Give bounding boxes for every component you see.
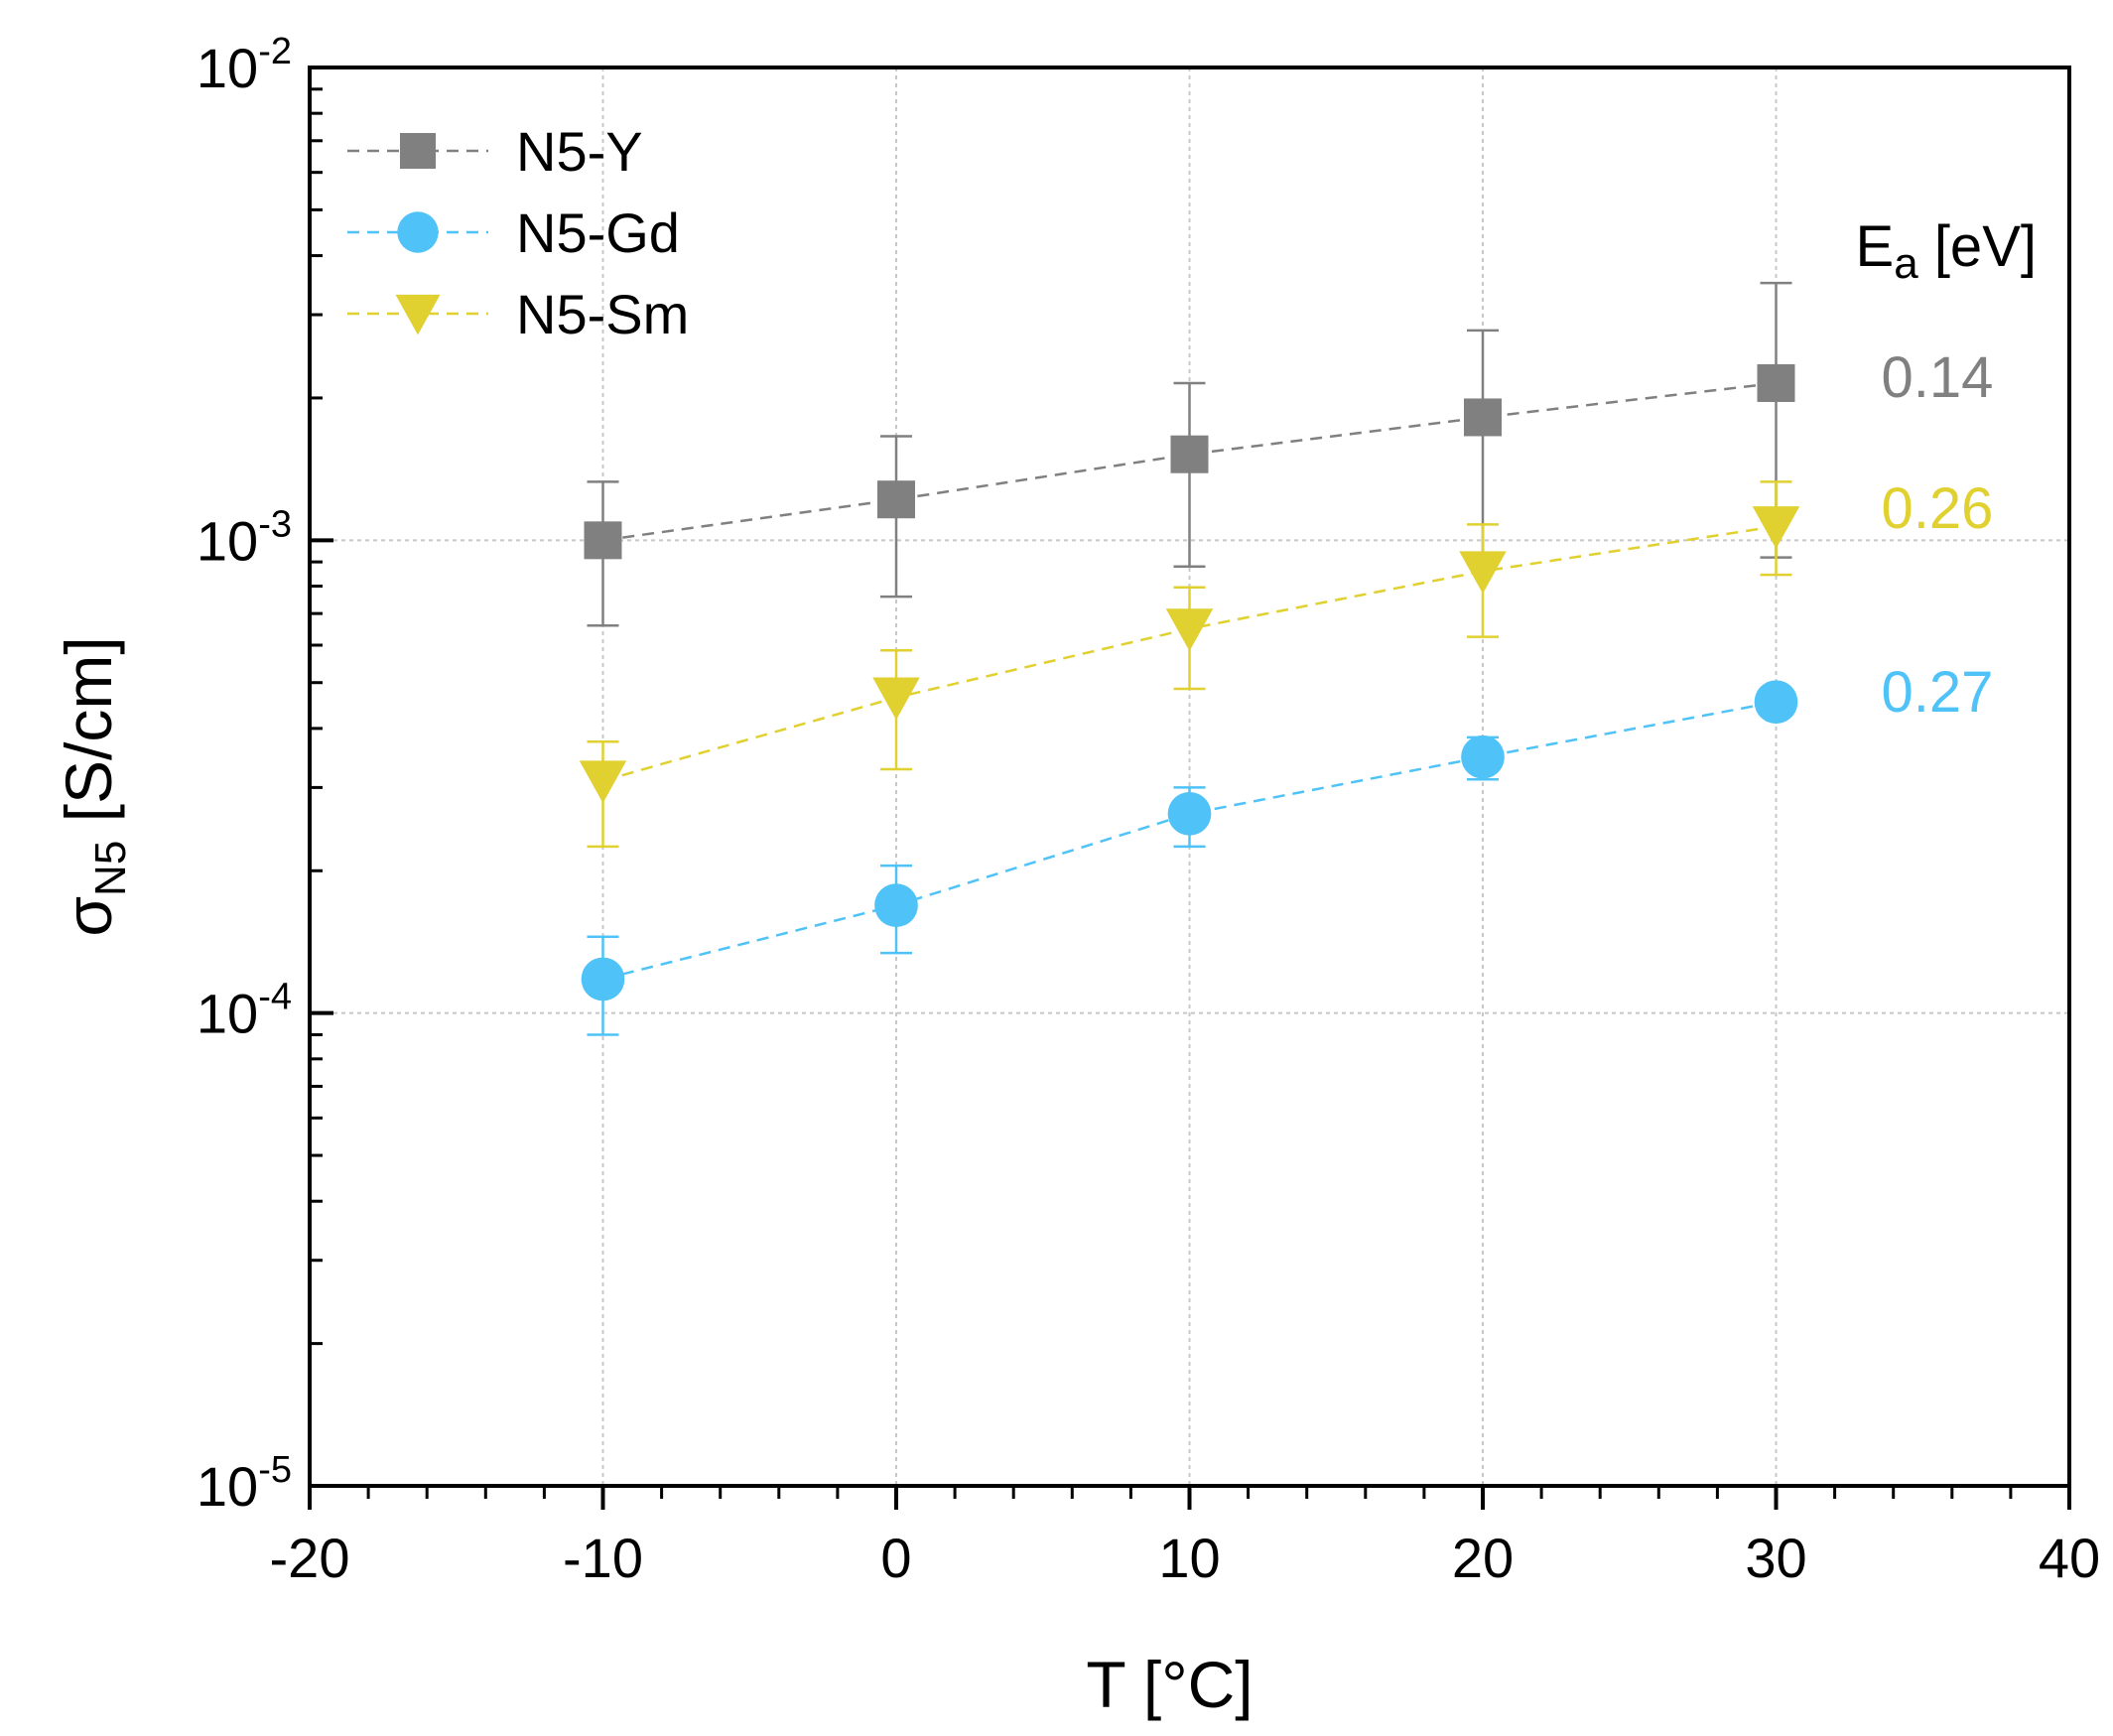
series-n5-gd: [581, 680, 1798, 1036]
y-axis-title-subscript: N5: [86, 841, 135, 896]
y-tick-label-base: 10: [197, 983, 258, 1045]
minor-ticks: [310, 87, 2013, 1499]
y-tick-label: 10-4: [197, 977, 292, 1045]
ea-value-n5-sm: 0.26: [1882, 476, 1994, 541]
data-point: [1459, 551, 1507, 595]
y-tick-label-base: 10: [197, 509, 258, 572]
series-n5-sm: [579, 480, 1800, 849]
ea-value-n5-y: 0.14: [1882, 345, 1994, 410]
series-line: [602, 701, 1777, 981]
x-tick-label: -20: [270, 1527, 350, 1589]
y-axis-title: σN5 [S/cm]: [52, 636, 135, 936]
legend-label: N5-Gd: [516, 201, 680, 264]
data-point: [872, 677, 920, 721]
y-tick-label-exponent: -5: [258, 1449, 292, 1491]
data-point: [1461, 734, 1505, 779]
y-tick-label-exponent: -4: [258, 977, 292, 1018]
x-tick-label: 0: [880, 1527, 911, 1589]
ea-value-n5-gd: 0.27: [1882, 660, 1994, 725]
y-tick-label-base: 10: [197, 1455, 258, 1518]
x-tick-label: 40: [2039, 1527, 2100, 1589]
ea-header-subscript: a: [1894, 239, 1918, 288]
y-tick-label: 10-2: [197, 31, 292, 99]
legend: N5-Y N5-Gd N5-Sm: [347, 120, 689, 345]
data-point: [1754, 680, 1798, 725]
data-point: [1165, 608, 1214, 652]
x-axis-title: T [°C]: [1086, 1648, 1253, 1721]
legend-item: N5-Sm: [347, 283, 689, 345]
x-tick-label: 10: [1158, 1527, 1220, 1589]
legend-marker: [395, 294, 441, 335]
y-tick-label-exponent: -2: [258, 31, 292, 72]
ea-header-unit: [eV]: [1918, 214, 2037, 279]
legend-marker: [400, 133, 436, 169]
y-tick-label-exponent: -3: [258, 503, 292, 545]
plot-frame: [308, 66, 2071, 1488]
data-point: [584, 521, 622, 560]
y-tick-labels: 10-510-410-310-2: [197, 31, 292, 1518]
x-tick-label: -10: [563, 1527, 643, 1589]
legend-marker: [397, 211, 439, 253]
y-tick-label: 10-3: [197, 503, 292, 572]
legend-label: N5-Y: [516, 120, 643, 183]
data-point: [1757, 363, 1795, 402]
ea-header: Ea [eV]: [1856, 214, 2037, 288]
data-point: [877, 480, 915, 519]
data-point: [874, 883, 918, 927]
y-tick-label-base: 10: [197, 37, 258, 99]
legend-item: N5-Gd: [347, 201, 680, 264]
data-point: [581, 957, 625, 1002]
y-axis-title-unit: [S/cm]: [52, 636, 125, 840]
legend-item: N5-Y: [347, 120, 643, 183]
series-layer: [579, 281, 1800, 1036]
data-point: [579, 760, 627, 804]
y-axis-title-symbol: σ: [52, 896, 125, 937]
x-tick-label: 20: [1452, 1527, 1514, 1589]
series-n5-y: [584, 281, 1795, 627]
activation-energy-labels: 0.14 0.27 0.26: [1882, 345, 1994, 725]
x-tick-label: 30: [1745, 1527, 1806, 1589]
data-point: [1167, 791, 1212, 836]
legend-label: N5-Sm: [516, 283, 689, 345]
data-point: [1170, 435, 1209, 473]
ea-header-symbol: E: [1856, 214, 1895, 279]
data-point: [1752, 506, 1800, 549]
y-tick-label: 10-5: [197, 1449, 292, 1518]
x-tick-labels: -20 -10 0 10 20 30 40: [270, 1527, 2101, 1589]
data-point: [1464, 398, 1502, 437]
grid-lines: [310, 67, 2069, 1486]
